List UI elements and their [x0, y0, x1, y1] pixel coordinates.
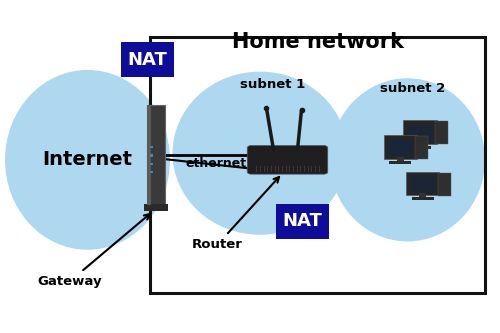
Ellipse shape — [5, 70, 170, 250]
FancyBboxPatch shape — [146, 105, 151, 205]
FancyBboxPatch shape — [419, 193, 426, 198]
FancyBboxPatch shape — [416, 142, 424, 147]
Text: Home network: Home network — [232, 32, 404, 52]
Text: Gateway: Gateway — [38, 214, 150, 288]
FancyBboxPatch shape — [404, 120, 436, 144]
Text: subnet 2: subnet 2 — [380, 82, 445, 95]
FancyBboxPatch shape — [150, 146, 153, 148]
FancyBboxPatch shape — [396, 157, 404, 162]
FancyBboxPatch shape — [435, 121, 448, 144]
Ellipse shape — [330, 78, 485, 241]
Text: NAT: NAT — [282, 212, 323, 230]
FancyBboxPatch shape — [150, 171, 153, 173]
Text: NAT: NAT — [128, 51, 168, 69]
FancyBboxPatch shape — [438, 173, 450, 195]
FancyBboxPatch shape — [388, 140, 412, 156]
FancyBboxPatch shape — [389, 161, 411, 164]
FancyBboxPatch shape — [276, 204, 329, 239]
Text: Router: Router — [192, 177, 279, 251]
FancyBboxPatch shape — [406, 172, 439, 195]
FancyBboxPatch shape — [410, 176, 434, 192]
FancyBboxPatch shape — [247, 146, 328, 174]
FancyBboxPatch shape — [146, 105, 166, 205]
Text: subnet 1: subnet 1 — [240, 78, 305, 92]
FancyBboxPatch shape — [150, 163, 153, 165]
FancyBboxPatch shape — [415, 136, 428, 159]
Text: Internet: Internet — [42, 150, 132, 169]
FancyBboxPatch shape — [409, 146, 431, 149]
FancyBboxPatch shape — [412, 197, 434, 200]
Text: ethernet: ethernet — [186, 157, 246, 170]
FancyBboxPatch shape — [121, 43, 174, 78]
FancyBboxPatch shape — [144, 204, 168, 211]
FancyBboxPatch shape — [408, 125, 432, 141]
Ellipse shape — [172, 72, 348, 235]
FancyBboxPatch shape — [150, 154, 153, 157]
FancyBboxPatch shape — [384, 135, 416, 159]
